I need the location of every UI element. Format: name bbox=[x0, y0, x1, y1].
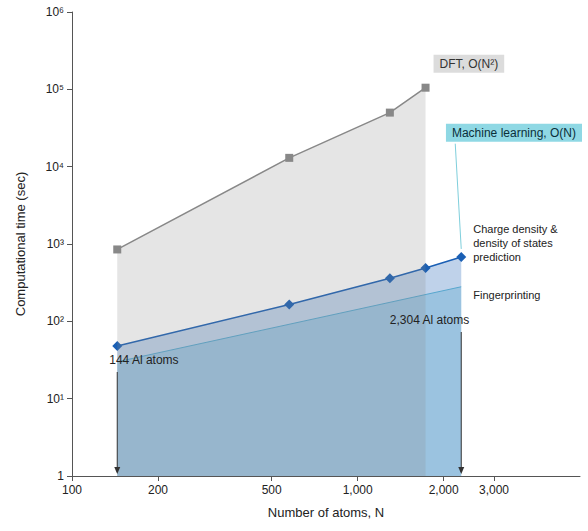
svg-text:10¹: 10¹ bbox=[47, 392, 64, 406]
svg-text:10⁶: 10⁶ bbox=[46, 5, 64, 19]
svg-text:200: 200 bbox=[148, 483, 168, 497]
svg-text:Machine learning, O(N): Machine learning, O(N) bbox=[452, 126, 576, 140]
svg-text:1,000: 1,000 bbox=[343, 483, 373, 497]
svg-text:3,000: 3,000 bbox=[479, 483, 509, 497]
svg-text:Number of atoms, N: Number of atoms, N bbox=[268, 505, 384, 520]
svg-text:2,304 Al atoms: 2,304 Al atoms bbox=[390, 313, 469, 327]
svg-text:10⁴: 10⁴ bbox=[45, 160, 64, 174]
svg-text:100: 100 bbox=[62, 483, 82, 497]
svg-text:prediction: prediction bbox=[473, 251, 521, 263]
svg-text:2,000: 2,000 bbox=[429, 483, 459, 497]
svg-text:density of states: density of states bbox=[473, 237, 556, 249]
svg-text:10⁵: 10⁵ bbox=[46, 82, 64, 96]
svg-text:Fingerprinting: Fingerprinting bbox=[473, 289, 540, 301]
svg-text:10²: 10² bbox=[47, 314, 64, 328]
svg-text:1: 1 bbox=[57, 469, 64, 483]
svg-text:10³: 10³ bbox=[47, 237, 64, 251]
svg-text:500: 500 bbox=[262, 483, 282, 497]
svg-text:144 Al atoms: 144 Al atoms bbox=[109, 353, 178, 367]
svg-text:Charge density &: Charge density & bbox=[473, 223, 560, 235]
svg-text:DFT, O(N²): DFT, O(N²) bbox=[440, 57, 499, 71]
svg-text:Computational time (sec): Computational time (sec) bbox=[13, 172, 28, 317]
